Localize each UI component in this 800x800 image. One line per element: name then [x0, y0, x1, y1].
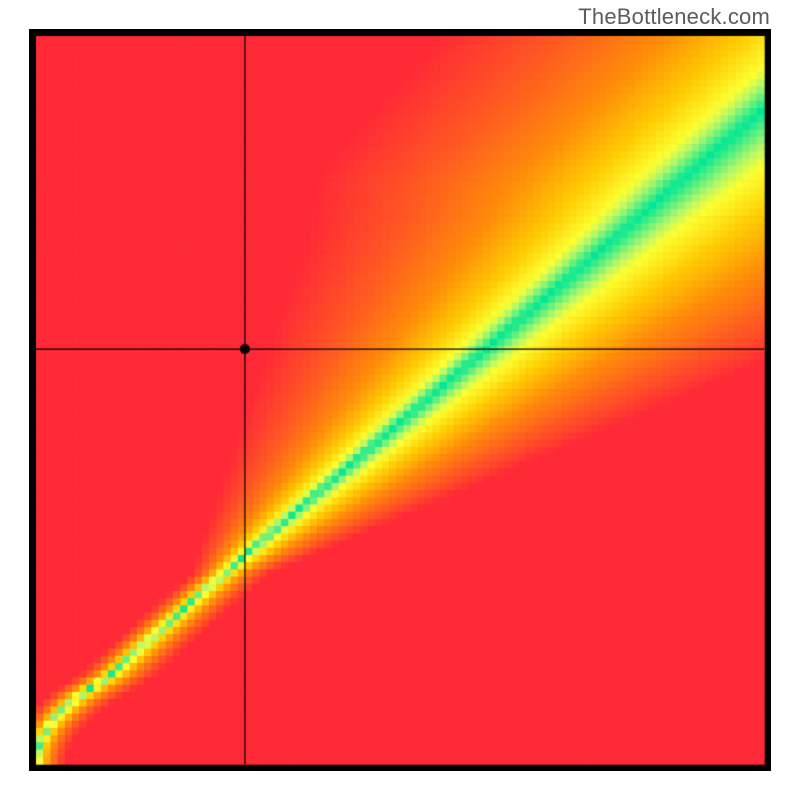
- bottleneck-heatmap: [29, 29, 771, 771]
- watermark-text: TheBottleneck.com: [578, 4, 770, 30]
- heatmap-frame: [29, 29, 771, 771]
